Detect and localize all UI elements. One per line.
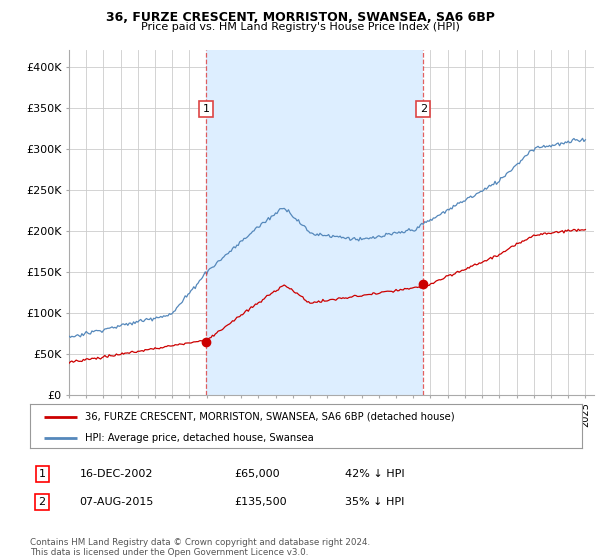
Text: 16-DEC-2002: 16-DEC-2002 bbox=[80, 469, 153, 479]
Text: £65,000: £65,000 bbox=[234, 469, 280, 479]
Text: £135,500: £135,500 bbox=[234, 497, 287, 507]
Text: 1: 1 bbox=[203, 104, 209, 114]
Text: 35% ↓ HPI: 35% ↓ HPI bbox=[344, 497, 404, 507]
Text: Price paid vs. HM Land Registry's House Price Index (HPI): Price paid vs. HM Land Registry's House … bbox=[140, 22, 460, 32]
Text: Contains HM Land Registry data © Crown copyright and database right 2024.
This d: Contains HM Land Registry data © Crown c… bbox=[30, 538, 370, 557]
Text: 36, FURZE CRESCENT, MORRISTON, SWANSEA, SA6 6BP (detached house): 36, FURZE CRESCENT, MORRISTON, SWANSEA, … bbox=[85, 412, 455, 422]
Text: 2: 2 bbox=[419, 104, 427, 114]
Bar bbox=[206, 50, 423, 395]
Text: HPI: Average price, detached house, Swansea: HPI: Average price, detached house, Swan… bbox=[85, 432, 314, 442]
Text: 42% ↓ HPI: 42% ↓ HPI bbox=[344, 469, 404, 479]
Text: 2: 2 bbox=[38, 497, 46, 507]
Text: 36, FURZE CRESCENT, MORRISTON, SWANSEA, SA6 6BP: 36, FURZE CRESCENT, MORRISTON, SWANSEA, … bbox=[106, 11, 494, 24]
Text: 07-AUG-2015: 07-AUG-2015 bbox=[80, 497, 154, 507]
Text: 1: 1 bbox=[38, 469, 46, 479]
